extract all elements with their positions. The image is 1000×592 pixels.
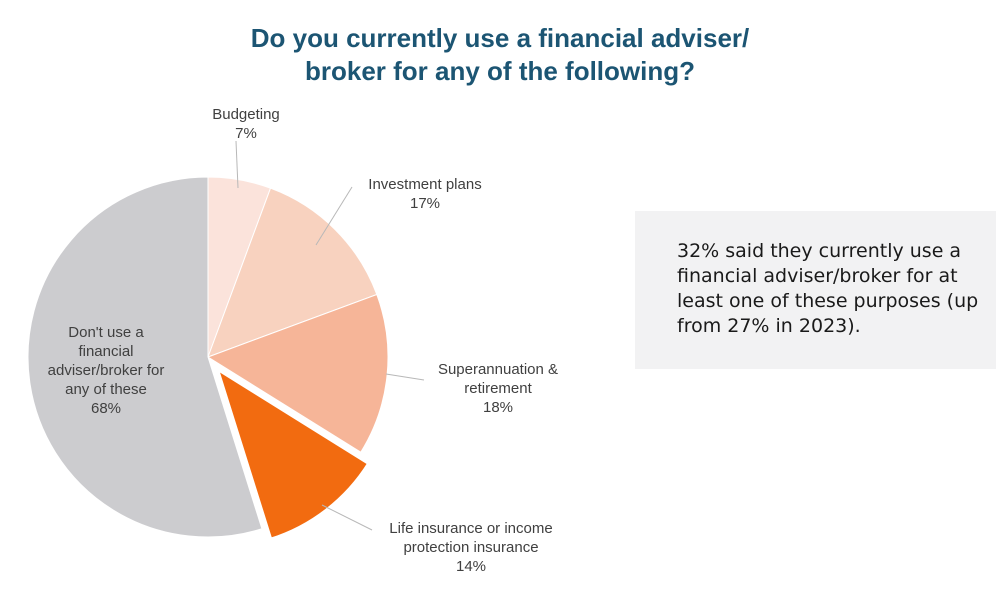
summary-callout: 32% said they currently use a financial … <box>635 211 996 369</box>
slice-label-0: Budgeting 7% <box>212 106 280 142</box>
leader-line-2 <box>385 373 425 381</box>
pie-slice-3 <box>213 363 373 543</box>
title-line-2: broker for any of the following? <box>305 56 695 86</box>
leader-line-0 <box>235 140 239 189</box>
slice-label-2: Superannuation & retirement 18% <box>438 361 558 416</box>
pie-slice-4 <box>27 176 263 538</box>
chart-title: Do you currently use a financial adviser… <box>150 22 850 88</box>
slice-label-1: Investment plans 17% <box>368 176 481 212</box>
title-line-1: Do you currently use a financial adviser… <box>250 23 750 53</box>
slice-label-3: Life insurance or income protection insur… <box>389 520 552 575</box>
pie-slice-1 <box>207 187 378 358</box>
slice-label-4: Don't use a financial adviser/broker for an… <box>48 324 165 417</box>
leader-line-1 <box>315 186 353 246</box>
pie-slice-2 <box>206 293 389 453</box>
leader-line-3 <box>321 504 373 531</box>
